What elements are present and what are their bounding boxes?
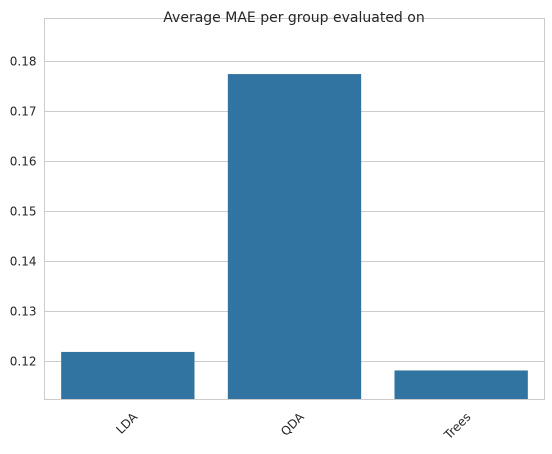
- x-tick-label: QDA: [278, 409, 307, 438]
- y-tick-label: 0.13: [10, 305, 37, 319]
- bar-trees: [394, 370, 528, 400]
- y-tick-label: 0.17: [10, 105, 37, 119]
- x-tick-label: Trees: [441, 410, 474, 443]
- x-tick-label: LDA: [113, 409, 140, 436]
- y-tick-label: 0.12: [10, 355, 37, 369]
- chart-title: Average MAE per group evaluated on: [163, 10, 424, 26]
- y-tick-label: 0.16: [10, 155, 37, 169]
- bar-qda: [227, 74, 362, 400]
- y-tick-labels: 0.12 0.13 0.14 0.15 0.16 0.17 0.18: [10, 55, 37, 369]
- y-tick-label: 0.15: [10, 205, 37, 219]
- plot-frame: [44, 18, 545, 400]
- bar-lda: [61, 351, 195, 400]
- x-tick-labels: LDA QDA Trees: [113, 409, 473, 442]
- y-tick-label: 0.18: [10, 55, 37, 69]
- y-tick-label: 0.14: [10, 255, 37, 269]
- bars: [61, 74, 528, 400]
